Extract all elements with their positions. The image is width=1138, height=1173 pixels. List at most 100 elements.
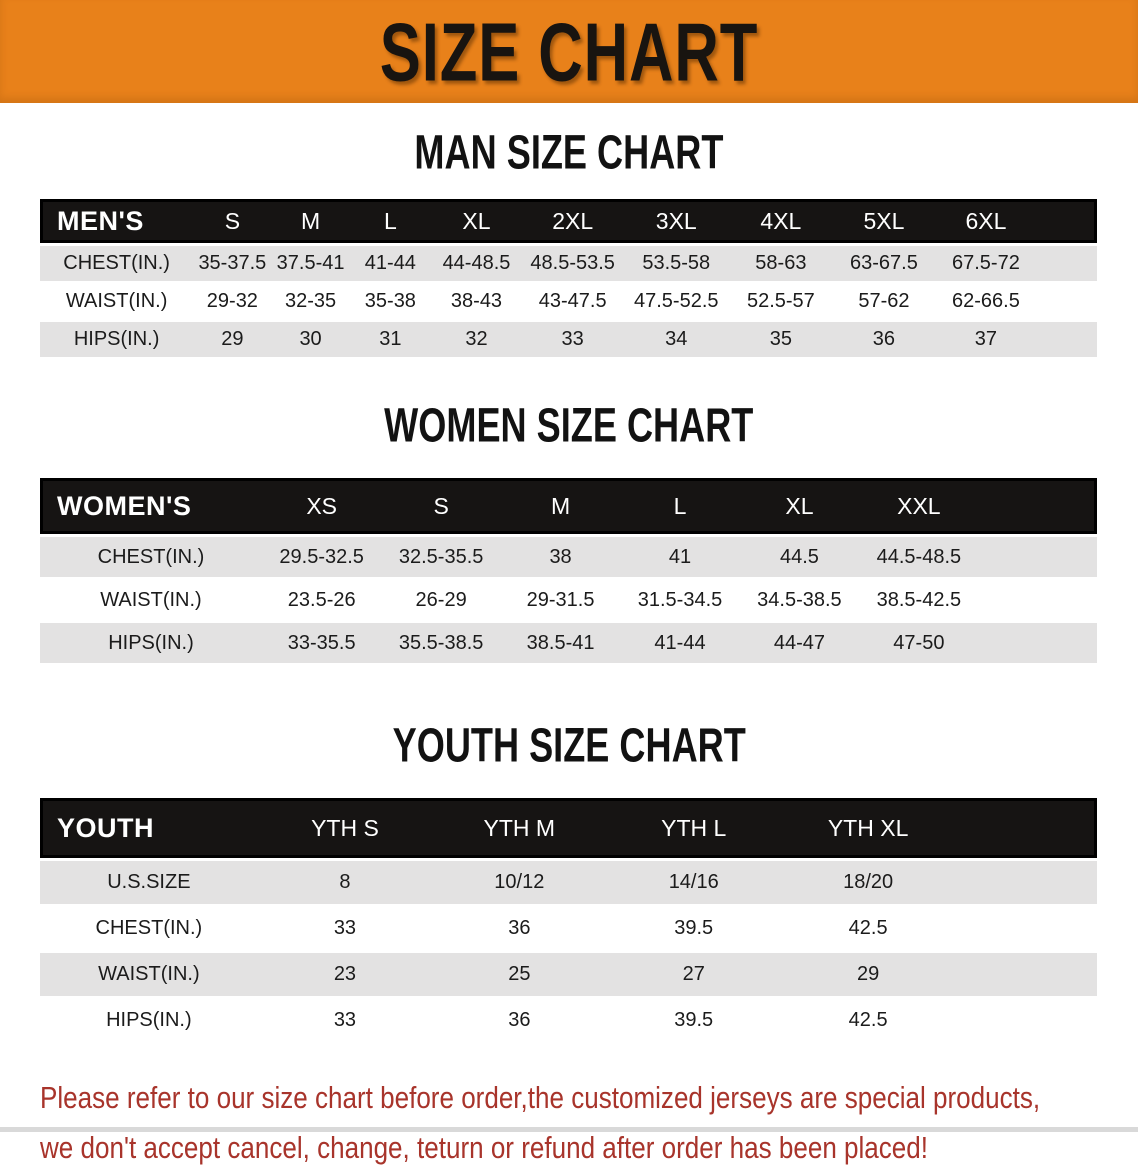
size-value: 35: [769, 328, 792, 350]
size-value: 38-43: [450, 290, 503, 312]
size-column-header: XXL: [859, 478, 979, 534]
table-row: WAIST(IN.) 29-32 32-35 35-38 38-43 43-47.5 47.…: [40, 284, 1097, 319]
table-row: HIPS(IN.) 29 30 31 32 33 34 35 36 37: [40, 322, 1097, 357]
size-column-header: YTH S: [257, 798, 433, 858]
size-value: 57-62: [858, 290, 910, 312]
size-value: 34.5-38.5: [757, 588, 842, 611]
size-value: 37: [974, 328, 998, 350]
youth-size-table: YOUTH YTH S YTH M YTH L YTH XL U.S.SIZE 8 10/12…: [40, 795, 1097, 1045]
size-value: 29-31.5: [526, 588, 595, 611]
size-value: 42.5: [848, 917, 888, 939]
disclaimer-line-1: Please refer to our size chart before or…: [40, 1080, 1041, 1115]
table-row: WAIST(IN.) 23 25 27 29: [40, 953, 1097, 996]
size-value: 29.5-32.5: [279, 545, 364, 568]
table-row: CHEST(IN.) 29.5-32.5 32.5-35.5 38 41 44.5 44.5…: [40, 537, 1097, 577]
size-value: 38: [549, 545, 572, 568]
size-value: 35-38: [364, 290, 416, 312]
table-header-label: MEN'S: [40, 199, 194, 243]
row-label: HIPS(IN.): [108, 631, 194, 654]
row-label: WAIST(IN.): [98, 963, 200, 985]
row-label: HIPS(IN.): [106, 1009, 192, 1031]
row-label: CHEST(IN.): [97, 545, 205, 568]
spacer-cell: [1037, 284, 1097, 319]
table-header-row: MEN'S S M L XL 2XL 3XL 4XL 5XL 6XL: [40, 199, 1097, 243]
bottom-edge-strip: [0, 1127, 1138, 1132]
size-value: 36: [508, 1009, 531, 1031]
size-value: 63-67.5: [850, 252, 918, 274]
size-column-header: L: [349, 199, 432, 243]
spacer-cell: [955, 907, 1097, 950]
size-value: 41: [668, 545, 692, 568]
size-value: 67.5-72: [952, 252, 1020, 274]
size-column-header: XL: [739, 478, 860, 534]
size-value: 44.5-48.5: [876, 545, 962, 568]
size-value: 14/16: [668, 871, 719, 893]
youth-size-chart-heading: YOUTH SIZE CHART: [392, 719, 746, 773]
size-value: 38.5-42.5: [876, 588, 962, 611]
size-value: 33: [333, 1009, 357, 1031]
size-column-header: 4XL: [729, 199, 833, 243]
size-column-header: YTH M: [432, 798, 607, 858]
row-label: HIPS(IN.): [73, 328, 160, 350]
men-size-table: MEN'S S M L XL 2XL 3XL 4XL 5XL 6XL CHEST(IN.) 35-37…: [40, 196, 1097, 360]
size-value: 30: [299, 328, 322, 350]
size-column-header: 6XL: [935, 199, 1037, 243]
size-column-header: S: [381, 478, 501, 534]
women-size-table: WOMEN'S XS S M L XL XXL CHEST(IN.) 29.5-32.5 32.5…: [40, 475, 1097, 666]
size-column-header: YTH L: [606, 798, 781, 858]
row-label: WAIST(IN.): [100, 588, 202, 611]
spacer-cell: [978, 478, 1097, 534]
size-column-header: 2XL: [521, 199, 624, 243]
table-header-label: WOMEN'S: [40, 478, 262, 534]
spacer-cell: [1037, 246, 1097, 281]
size-column-header: 5XL: [832, 199, 936, 243]
women-size-chart-section: WOMEN SIZE CHART WOMEN'S XS S M L XL XXL CHEST(…: [0, 399, 1138, 666]
size-value: 42.5: [848, 1009, 888, 1031]
size-value: 44-47: [773, 631, 826, 654]
size-column-header: M: [500, 478, 621, 534]
size-value: 34: [665, 328, 688, 350]
row-label: CHEST(IN.): [95, 917, 203, 939]
spacer-cell: [979, 623, 1097, 663]
size-value: 8: [339, 871, 351, 893]
size-value: 31: [379, 328, 402, 350]
size-value: 18/20: [843, 871, 894, 893]
size-value: 47-50: [893, 631, 945, 654]
size-value: 35-37.5: [198, 252, 267, 274]
size-value: 39.5: [674, 1009, 714, 1031]
table-header-row: YOUTH YTH S YTH M YTH L YTH XL: [40, 798, 1097, 858]
row-label: CHEST(IN.): [63, 252, 170, 274]
size-value: 44.5: [779, 545, 819, 568]
size-value: 29-32: [206, 290, 258, 312]
size-value: 33: [333, 917, 357, 939]
size-value: 32-35: [284, 290, 337, 312]
size-value: 48.5-53.5: [530, 252, 615, 274]
man-size-chart-section: MAN SIZE CHART MEN'S S M L XL 2XL 3XL 4XL 5XL 6XL…: [0, 126, 1138, 360]
size-value: 33: [561, 328, 584, 350]
size-value: 39.5: [674, 917, 714, 939]
spacer-cell: [955, 999, 1097, 1042]
size-column-header: M: [271, 199, 350, 243]
spacer-cell: [955, 861, 1097, 904]
size-value: 32.5-35.5: [398, 545, 484, 568]
size-value: 36: [872, 328, 896, 350]
size-column-header: XL: [431, 199, 522, 243]
table-row: U.S.SIZE 8 10/12 14/16 18/20: [40, 861, 1097, 904]
size-value: 29: [856, 963, 880, 985]
table-row: CHEST(IN.) 33 36 39.5 42.5: [40, 907, 1097, 950]
spacer-cell: [979, 537, 1097, 577]
spacer-cell: [955, 953, 1097, 996]
size-value: 36: [508, 917, 531, 939]
table-header-label: YOUTH: [40, 798, 258, 858]
size-value: 43-47.5: [538, 290, 607, 312]
row-label: U.S.SIZE: [107, 871, 191, 893]
size-value: 23.5-26: [287, 588, 356, 611]
size-value: 58-63: [755, 252, 807, 274]
table-header-row: WOMEN'S XS S M L XL XXL: [40, 478, 1097, 534]
spacer-cell: [1037, 322, 1097, 357]
size-column-header: S: [193, 199, 272, 243]
spacer-cell: [955, 798, 1097, 858]
size-value: 27: [682, 963, 705, 985]
table-row: WAIST(IN.) 23.5-26 26-29 29-31.5 31.5-34.5 34…: [40, 580, 1097, 620]
size-value: 44-48.5: [442, 252, 511, 274]
